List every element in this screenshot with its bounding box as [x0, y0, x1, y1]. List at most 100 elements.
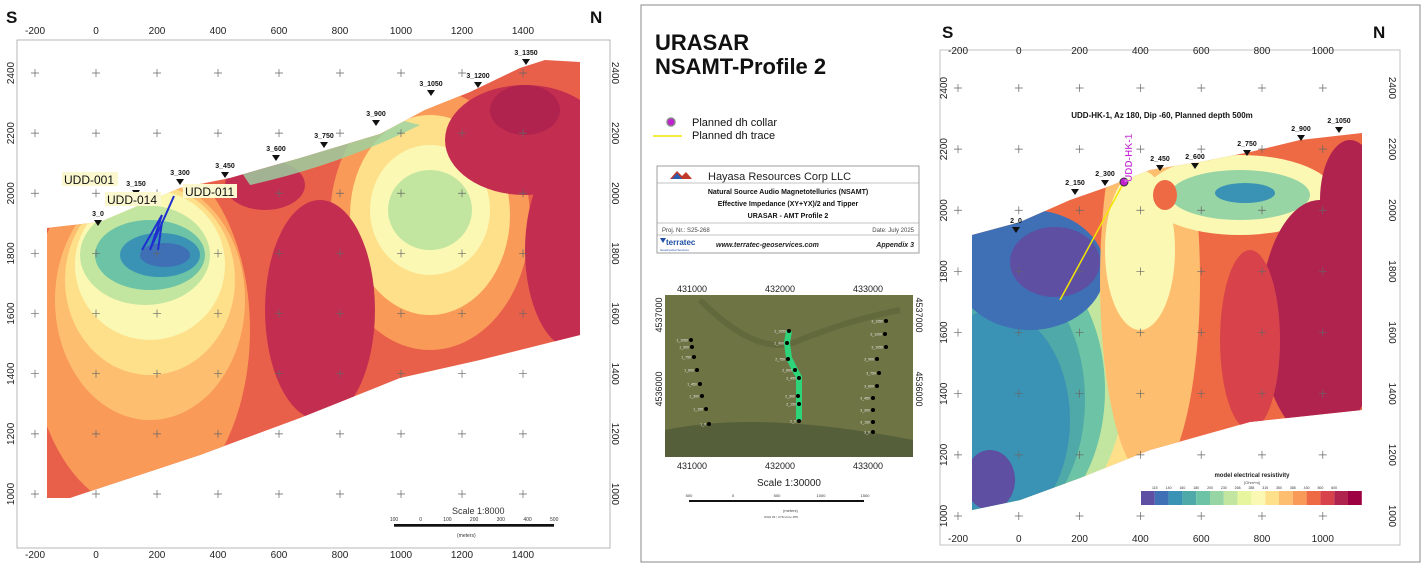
grid-cross [1014, 450, 1023, 459]
grid-cross [1318, 145, 1327, 154]
grid-cross [214, 309, 222, 318]
grid-cross [1197, 267, 1206, 276]
colorbar-tick: 160 [1179, 486, 1185, 490]
map-station-dot [883, 332, 887, 336]
y-tick-label: 2400 [6, 61, 17, 84]
station-label: 2_750 [1237, 141, 1257, 148]
grid-cross [92, 309, 100, 318]
scale-tick-label: 300 [497, 517, 506, 523]
x-tick-label: 200 [149, 550, 166, 561]
map-station-label: 3_900 [864, 358, 874, 362]
station-marker-icon [1156, 165, 1164, 171]
grid-cross [1014, 84, 1023, 92]
colorbar-swatch [1196, 491, 1210, 505]
grid-cross [153, 129, 161, 138]
y-tick-label: 1200 [609, 423, 620, 446]
legend-collar-label: Planned dh collar [692, 117, 777, 129]
station-marker-icon [522, 59, 530, 65]
map-station-label: 2_750 [775, 358, 785, 362]
colorbar-tick: 230 [1221, 486, 1227, 490]
grid-cross [519, 69, 527, 77]
grid-cross [1136, 511, 1145, 520]
map-station-label: 1_750 [681, 356, 691, 360]
map-station-label: 2_600 [782, 369, 792, 373]
right-north-label: N [1373, 23, 1385, 42]
scale-label: Scale 1:8000 [452, 506, 505, 516]
grid-cross [214, 369, 222, 378]
y-tick-label: 1600 [939, 321, 950, 344]
right-axis-labels: -200 -200 0 0 200 200 400 400 600 600 800 800 1000 10… [939, 46, 1397, 545]
grid-cross [275, 249, 283, 258]
y-tick-label: 2200 [609, 122, 620, 145]
grid-cross [1014, 328, 1023, 337]
right-plot-frame [939, 49, 1401, 546]
x-tick-label: 0 [1016, 534, 1022, 545]
map-station-label: 3_1050 [871, 346, 883, 350]
map-projection: WGS 84 / UTM zone 38N [764, 515, 799, 519]
grid-cross [1197, 511, 1206, 520]
colorbar-tick: 600 [1331, 486, 1337, 490]
drill-label-bg [105, 192, 161, 206]
colorbar-tick: 315 [1262, 486, 1268, 490]
map-station-dot [871, 408, 875, 412]
x-tick-label: 800 [1254, 534, 1271, 545]
x-tick-label: 600 [271, 550, 288, 561]
station-label: 2_900 [1291, 126, 1311, 133]
grid-cross [92, 129, 100, 138]
station-marker-icon [176, 179, 184, 185]
y-tick-label: 2400 [1386, 77, 1397, 100]
x-tick-label: 0 [93, 550, 99, 561]
y-tick-label: 2200 [939, 138, 950, 161]
scale-tick-label: 100 [443, 517, 452, 523]
colorbar-swatch [1210, 491, 1224, 505]
map-scale-tick: 500 [686, 493, 693, 498]
grid-cross [275, 489, 283, 498]
grid-cross [153, 249, 161, 258]
y-tick-label: 1800 [609, 242, 620, 265]
map-scale-tick: 1000 [817, 493, 827, 498]
drill-label-udd-014: UDD-014 [107, 193, 157, 207]
y-tick-label: 1200 [6, 422, 17, 445]
x-tick-label: -200 [25, 550, 45, 561]
grid-cross [92, 189, 100, 198]
grid-cross [954, 389, 962, 398]
grid-cross [214, 489, 222, 498]
grid-cross [1075, 267, 1084, 276]
map-scale-unit: (meters) [783, 508, 799, 513]
grid-cross [954, 450, 962, 459]
map-station-label: 2_450 [786, 377, 796, 381]
map-scale-tick: 500 [774, 493, 781, 498]
grid-cross [1136, 328, 1145, 337]
grid-cross [275, 189, 283, 198]
colorbar-swatch [1348, 491, 1362, 505]
grid-cross [397, 429, 405, 438]
grid-cross [1075, 511, 1084, 520]
colorbar-swatch [1168, 491, 1183, 505]
map-x-tick: 432000 [765, 284, 795, 294]
profile-2-highlight [783, 330, 802, 420]
grid-cross [519, 369, 527, 378]
map-station-dot [707, 422, 711, 426]
grid-cross [1318, 450, 1327, 459]
title-block-line-2: Effective Impedance (XY+YX)/2 and Tipper [718, 201, 859, 208]
grid-cross [1136, 145, 1145, 154]
drill-label-udd-001: UDD-001 [64, 173, 114, 187]
title-block: Hayasa Resources Corp LLC Natural Source… [656, 165, 920, 254]
map-station-dot [700, 394, 704, 398]
grid-cross [214, 69, 222, 77]
colorbar-swatch [1265, 491, 1279, 505]
y-tick-label: 2200 [6, 122, 17, 145]
station-label: 2_600 [1185, 154, 1205, 161]
y-tick-label: 1600 [6, 302, 17, 325]
drillholes: UDD-001 UDD-014 UDD-011 [62, 172, 237, 251]
title-line-2: NSAMT-Profile 2 [655, 54, 826, 79]
map-scale-tick: 1500 [861, 493, 871, 498]
left-scale-bar: Scale 1:8000 100 0 100 200 300 400 500 (meters… [390, 506, 559, 539]
grid-cross [92, 369, 100, 378]
contractor-name: terratec [666, 238, 696, 247]
grid-cross [214, 429, 222, 438]
x-tick-label: 600 [271, 26, 288, 37]
map-station-label: 3_300 [860, 409, 870, 413]
scale-tick-label: 200 [470, 517, 479, 523]
grid-cross [275, 369, 283, 378]
